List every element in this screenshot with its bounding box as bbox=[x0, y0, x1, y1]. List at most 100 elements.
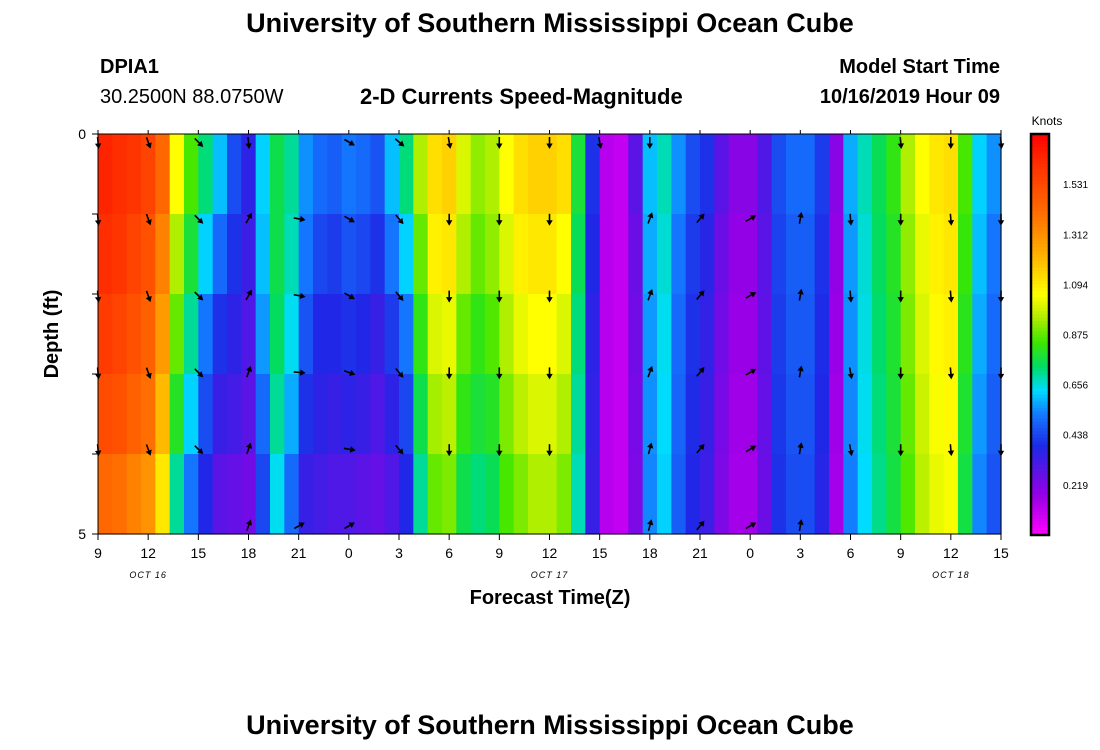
colorbar-swatch bbox=[1031, 418, 1049, 422]
heatmap-cell bbox=[227, 374, 242, 455]
x-axis-ticks: 9 12 15 18 21 0 3 6 9 12 15 18 21 0 3 6 9 12 15 OCT 16 OCT 1… bbox=[94, 130, 1009, 580]
colorbar-swatch bbox=[1031, 274, 1049, 279]
heatmap-cell bbox=[485, 214, 500, 295]
colorbar-swatch bbox=[1031, 147, 1049, 152]
current-arrow bbox=[245, 212, 253, 224]
heatmap-cell bbox=[98, 294, 113, 375]
heatmap-cell bbox=[972, 454, 988, 535]
heatmap-cell bbox=[356, 454, 371, 535]
colorbar-swatch bbox=[1031, 304, 1049, 309]
heatmap-cell bbox=[728, 134, 744, 215]
x-tick-label: 15 bbox=[993, 545, 1009, 561]
heatmap-cell bbox=[270, 214, 285, 295]
heatmap-cell bbox=[556, 454, 572, 535]
heatmap-cell bbox=[628, 294, 644, 375]
y-tick-label: 0 bbox=[78, 126, 86, 142]
heatmap-cell bbox=[399, 214, 414, 295]
heatmap-cell bbox=[499, 294, 515, 375]
colorbar-swatch bbox=[1031, 484, 1049, 489]
heatmap-cell bbox=[284, 294, 300, 375]
heatmap-cell bbox=[241, 374, 257, 455]
heatmap-cell bbox=[886, 214, 902, 295]
heatmap-cell bbox=[800, 294, 816, 375]
colorbar-swatch bbox=[1031, 187, 1049, 192]
colorbar-tick-label: 0.656 bbox=[1063, 381, 1088, 392]
heatmap-cell bbox=[384, 294, 400, 375]
current-arrow bbox=[745, 445, 757, 453]
heatmap-cell bbox=[399, 454, 414, 535]
heatmap-cell bbox=[829, 214, 844, 295]
heatmap-cell bbox=[657, 374, 672, 455]
heatmap-cell bbox=[212, 294, 228, 375]
colorbar-swatch bbox=[1031, 137, 1049, 142]
heatmap-cell bbox=[427, 374, 443, 455]
current-arrow bbox=[344, 522, 355, 530]
heatmap-cell bbox=[270, 134, 285, 215]
current-arrow bbox=[947, 137, 954, 149]
heatmap-cell bbox=[241, 454, 257, 535]
colorbar-swatch bbox=[1031, 291, 1049, 295]
current-arrow bbox=[293, 522, 305, 530]
heatmap-cell bbox=[958, 374, 973, 455]
colorbar-swatch bbox=[1031, 524, 1049, 529]
heatmap-cell bbox=[628, 214, 644, 295]
model-start-value: 10/16/2019 Hour 09 bbox=[819, 86, 1000, 108]
current-arrow bbox=[395, 214, 404, 225]
heatmap-cell bbox=[814, 454, 830, 535]
heatmap-cell bbox=[614, 214, 629, 295]
page-title-bottom: University of Southern Mississippi Ocean… bbox=[246, 710, 854, 740]
heatmap-cell bbox=[614, 134, 629, 215]
colorbar-swatch bbox=[1031, 321, 1049, 326]
heatmap-cell bbox=[227, 134, 242, 215]
heatmap-cell bbox=[284, 134, 300, 215]
heatmap-cell bbox=[728, 454, 744, 535]
colorbar-swatch bbox=[1031, 464, 1049, 469]
heatmap-cell bbox=[198, 134, 214, 215]
heatmap-cell bbox=[671, 294, 687, 375]
heatmap-cell bbox=[771, 134, 787, 215]
heatmap-cell bbox=[456, 214, 472, 295]
heatmap-cell bbox=[900, 374, 916, 455]
heatmap-cell bbox=[442, 374, 457, 455]
heatmap-cell bbox=[714, 294, 730, 375]
current-arrow bbox=[546, 444, 553, 457]
heatmap-cell bbox=[614, 454, 629, 535]
heatmap-cell bbox=[829, 294, 844, 375]
y-axis-ticks: 05 bbox=[78, 126, 98, 542]
colorbar-swatch bbox=[1031, 364, 1049, 369]
heatmap-cell bbox=[485, 294, 500, 375]
colorbar-tick-label: 1.094 bbox=[1063, 280, 1088, 291]
heatmap-cell bbox=[743, 134, 758, 215]
current-arrow bbox=[797, 365, 804, 378]
heatmap-cell bbox=[599, 294, 615, 375]
heatmap-cell bbox=[743, 294, 758, 375]
heatmap-cell bbox=[513, 214, 529, 295]
station-coordinates: 30.2500N 88.0750W bbox=[100, 86, 284, 108]
heatmap-cell bbox=[728, 374, 744, 455]
heatmap-cell bbox=[958, 294, 973, 375]
heatmap-cell bbox=[141, 214, 156, 295]
heatmap-cell bbox=[900, 134, 916, 215]
colorbar-swatch bbox=[1031, 337, 1049, 342]
heatmap-cell bbox=[728, 294, 744, 375]
current-arrows bbox=[94, 136, 1005, 532]
heatmap-cell bbox=[843, 454, 859, 535]
heatmap-cell bbox=[313, 294, 328, 375]
y-tick-label: 5 bbox=[78, 526, 86, 542]
colorbar-swatch bbox=[1031, 508, 1049, 513]
heatmap-cell bbox=[112, 374, 128, 455]
current-arrow bbox=[847, 444, 854, 457]
colorbar-swatch bbox=[1031, 227, 1049, 232]
colorbar-swatch bbox=[1031, 264, 1049, 269]
heatmap-cell bbox=[628, 454, 644, 535]
current-arrow bbox=[394, 138, 405, 147]
heatmap-cell bbox=[714, 134, 730, 215]
current-arrow bbox=[745, 368, 757, 376]
heatmap-cell bbox=[814, 374, 830, 455]
heatmap-cell bbox=[313, 454, 328, 535]
colorbar-frame bbox=[1029, 132, 1051, 537]
heatmap-cell bbox=[857, 374, 873, 455]
heatmap-cell bbox=[370, 294, 386, 375]
heatmap-cell bbox=[671, 134, 687, 215]
heatmap-cell bbox=[972, 134, 988, 215]
